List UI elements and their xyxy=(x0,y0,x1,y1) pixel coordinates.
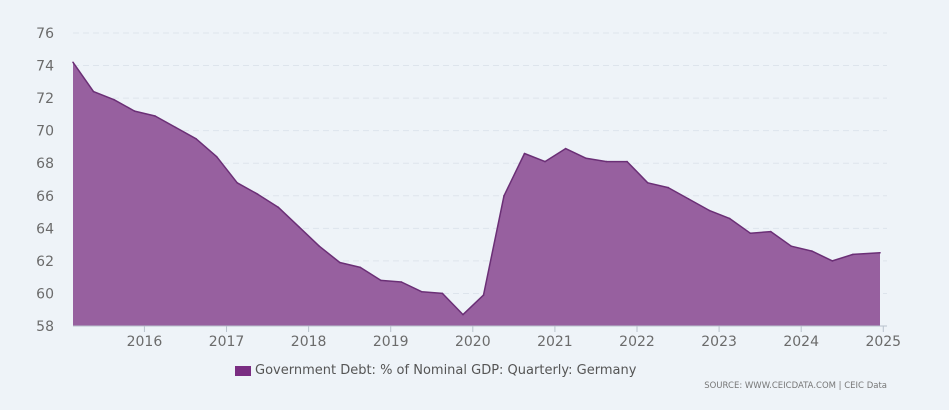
x-axis: 2016 2017 2018 2019 2020 2021 2022 2023 2024 2025 xyxy=(73,325,901,350)
series-area xyxy=(72,61,881,327)
data-point xyxy=(72,61,74,64)
y-axis-labels: 58 60 62 64 66 68 70 72 74 76 xyxy=(36,26,54,335)
data-point xyxy=(236,182,238,184)
legend-label: Government Debt: % of Nominal GDP: Quart… xyxy=(255,363,637,378)
data-point xyxy=(133,110,136,112)
y-tick-label: 58 xyxy=(36,319,54,335)
data-point xyxy=(852,253,854,256)
data-point xyxy=(421,291,423,293)
data-point xyxy=(195,138,197,140)
data-point xyxy=(380,279,382,282)
y-tick-label: 74 xyxy=(36,59,54,75)
y-tick-label: 64 xyxy=(36,221,54,237)
x-tick-label: 2025 xyxy=(865,334,901,350)
data-point xyxy=(811,250,813,252)
y-tick-label: 76 xyxy=(36,26,54,42)
data-point xyxy=(687,198,690,200)
data-point xyxy=(482,294,485,296)
x-tick-label: 2024 xyxy=(783,334,819,350)
data-point xyxy=(790,245,793,247)
data-point xyxy=(339,261,341,264)
data-point xyxy=(831,260,834,262)
x-tick-label: 2016 xyxy=(127,334,163,350)
data-point xyxy=(154,115,156,117)
y-tick-label: 60 xyxy=(36,286,54,302)
x-tick-label: 2020 xyxy=(455,334,491,350)
data-point xyxy=(92,90,95,93)
data-point xyxy=(585,157,587,160)
x-tick-label: 2023 xyxy=(701,334,737,350)
data-point xyxy=(879,252,881,254)
y-tick-label: 72 xyxy=(36,91,54,107)
data-point xyxy=(564,147,567,150)
data-point xyxy=(174,126,177,129)
x-tick-label: 2019 xyxy=(373,334,409,350)
data-point xyxy=(729,217,731,220)
data-point xyxy=(667,186,669,189)
data-point xyxy=(359,266,362,269)
data-point xyxy=(441,292,444,295)
data-point xyxy=(318,245,321,247)
series-line xyxy=(72,61,881,316)
data-point xyxy=(523,152,526,155)
y-tick-label: 70 xyxy=(36,124,54,140)
area-fill xyxy=(73,62,880,327)
x-tick-label: 2017 xyxy=(209,334,245,350)
data-point xyxy=(462,313,464,316)
data-point xyxy=(503,195,505,197)
data-point xyxy=(708,209,710,212)
y-tick-label: 66 xyxy=(36,189,54,205)
x-tick-label: 2021 xyxy=(537,334,573,350)
x-tick-label: 2022 xyxy=(619,334,655,350)
data-point xyxy=(626,160,628,163)
y-tick-label: 68 xyxy=(36,156,54,172)
data-point xyxy=(749,232,752,234)
data-point xyxy=(770,230,772,233)
data-point xyxy=(605,160,608,163)
data-point xyxy=(113,98,115,101)
source-note: SOURCE: WWW.CEICDATA.COM | CEIC Data xyxy=(704,381,887,391)
data-point xyxy=(277,206,280,208)
data-point xyxy=(400,281,403,283)
legend: Government Debt: % of Nominal GDP: Quart… xyxy=(235,363,636,378)
data-point xyxy=(544,160,546,163)
data-point xyxy=(215,155,218,158)
data-point xyxy=(298,225,300,228)
y-tick-label: 62 xyxy=(36,254,54,270)
data-point xyxy=(646,182,649,184)
x-tick-label: 2018 xyxy=(291,334,327,350)
legend-swatch xyxy=(235,365,251,376)
data-point xyxy=(256,193,259,195)
